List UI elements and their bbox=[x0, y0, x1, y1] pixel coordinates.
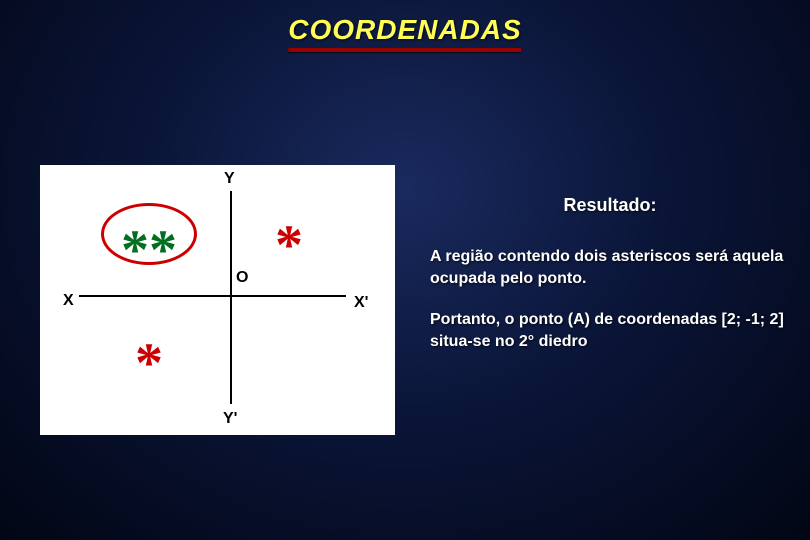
label-y: Y bbox=[224, 170, 235, 188]
paragraph-1: A região contendo dois asteriscos será a… bbox=[430, 246, 790, 289]
label-x: X bbox=[63, 292, 74, 310]
highlight-ring bbox=[101, 203, 197, 265]
explanation-panel: Resultado: A região contendo dois asteri… bbox=[430, 195, 790, 372]
asterisk-q3: * bbox=[135, 335, 163, 391]
asterisk-q1: * bbox=[275, 217, 303, 273]
axes-svg bbox=[41, 166, 396, 436]
label-x-prime: X' bbox=[354, 294, 368, 312]
result-heading: Resultado: bbox=[430, 195, 790, 216]
paragraph-2: Portanto, o ponto (A) de coordenadas [2;… bbox=[430, 309, 790, 352]
coordinate-diagram: Y Y' X X' O ** * * bbox=[40, 165, 395, 435]
title-underline bbox=[288, 48, 521, 52]
title-block: COORDENADAS bbox=[288, 14, 521, 52]
label-origin: O bbox=[236, 269, 248, 287]
label-y-prime: Y' bbox=[223, 410, 237, 428]
page-title: COORDENADAS bbox=[288, 14, 521, 46]
